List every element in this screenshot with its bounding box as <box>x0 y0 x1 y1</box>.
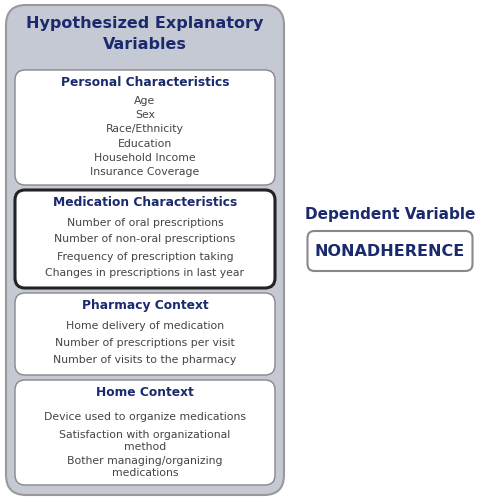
Text: Changes in prescriptions in last year: Changes in prescriptions in last year <box>45 268 244 278</box>
Text: Frequency of prescription taking: Frequency of prescription taking <box>57 252 233 262</box>
Text: Race/Ethnicity: Race/Ethnicity <box>106 124 183 134</box>
Text: Number of oral prescriptions: Number of oral prescriptions <box>66 218 223 228</box>
Text: Home delivery of medication: Home delivery of medication <box>66 320 224 330</box>
FancyBboxPatch shape <box>15 293 274 375</box>
FancyBboxPatch shape <box>15 380 274 485</box>
Text: Dependent Variable: Dependent Variable <box>304 208 474 222</box>
Text: Bother managing/organizing
medications: Bother managing/organizing medications <box>67 456 222 477</box>
FancyBboxPatch shape <box>6 5 284 495</box>
Text: Number of prescriptions per visit: Number of prescriptions per visit <box>55 338 234 348</box>
Text: Number of non-oral prescriptions: Number of non-oral prescriptions <box>54 234 235 244</box>
Text: Age: Age <box>134 96 155 106</box>
Text: Satisfaction with organizational
method: Satisfaction with organizational method <box>59 430 230 452</box>
Text: Hypothesized Explanatory
Variables: Hypothesized Explanatory Variables <box>26 16 263 52</box>
Text: Device used to organize medications: Device used to organize medications <box>44 412 245 422</box>
Text: Personal Characteristics: Personal Characteristics <box>60 76 229 90</box>
Text: NONADHERENCE: NONADHERENCE <box>314 244 464 258</box>
FancyBboxPatch shape <box>307 231 471 271</box>
FancyBboxPatch shape <box>15 70 274 185</box>
Text: Number of visits to the pharmacy: Number of visits to the pharmacy <box>53 356 236 366</box>
Text: Household Income: Household Income <box>94 153 196 163</box>
Text: Insurance Coverage: Insurance Coverage <box>90 167 199 177</box>
Text: Education: Education <box>118 138 172 148</box>
Text: Medication Characteristics: Medication Characteristics <box>53 196 237 209</box>
FancyBboxPatch shape <box>15 190 274 288</box>
Text: Sex: Sex <box>135 110 154 120</box>
Text: Pharmacy Context: Pharmacy Context <box>81 300 208 312</box>
Text: Home Context: Home Context <box>96 386 194 400</box>
